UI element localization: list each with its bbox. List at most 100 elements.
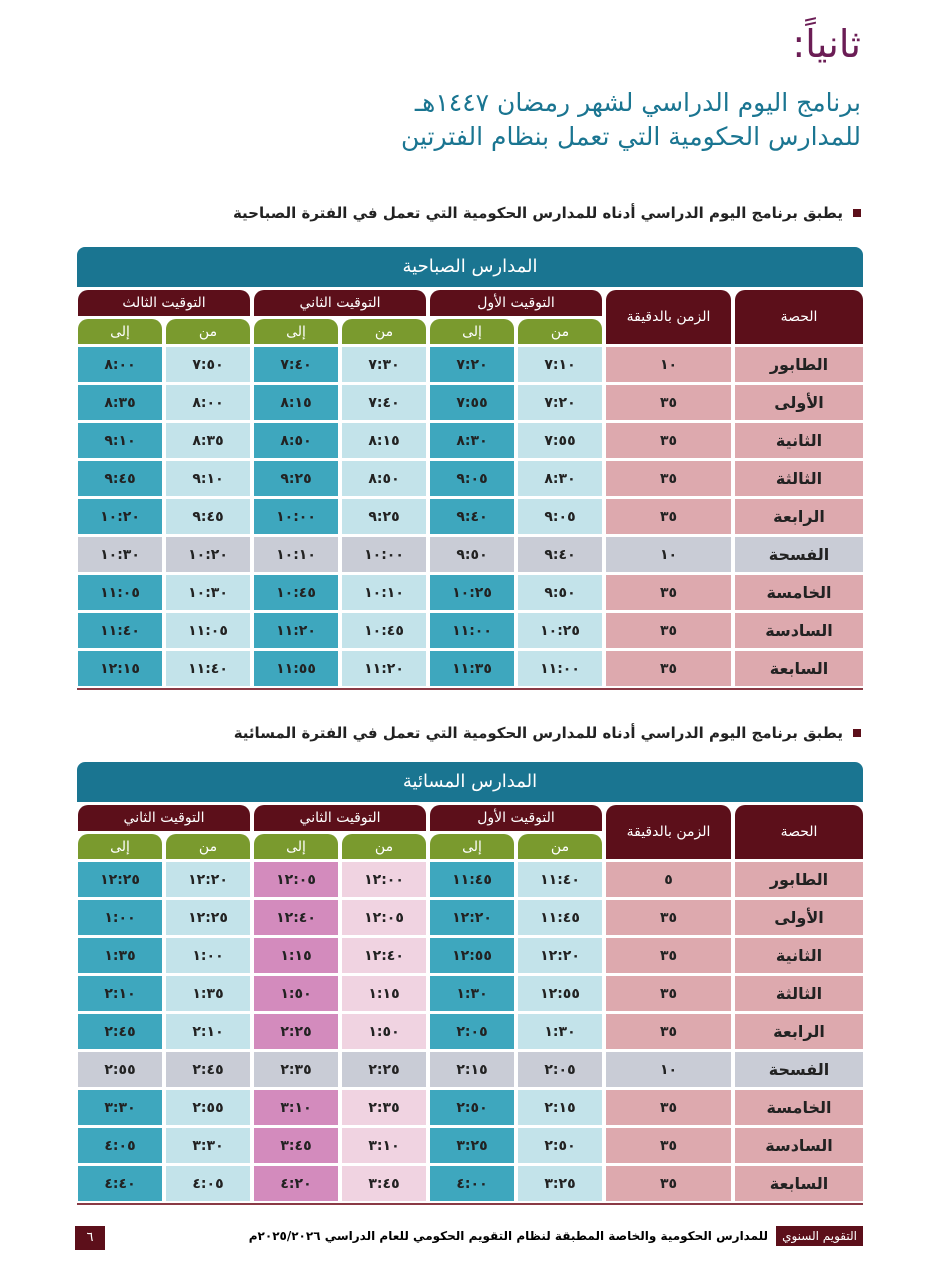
table-grid: الحصة الزمن بالدقيقة التوقيت الأول التوقيت … [77, 290, 863, 686]
period-minutes: ٣٥ [606, 938, 731, 973]
period-name: الثانية [735, 938, 863, 973]
time-to: ٩:٥٠ [430, 537, 514, 572]
time-from: ٧:١٠ [518, 347, 602, 382]
header-group: التوقيت الثالث [78, 290, 250, 316]
subheader-to: إلى [430, 319, 514, 344]
header-minutes: الزمن بالدقيقة [606, 805, 731, 859]
time-from: ٧:٢٠ [518, 385, 602, 420]
time-to: ١:٥٠ [254, 976, 338, 1011]
time-to: ٤:٢٠ [254, 1166, 338, 1201]
time-from: ١١:٤٥ [518, 900, 602, 935]
time-to: ١١:٢٠ [254, 613, 338, 648]
period-name: الأولى [735, 385, 863, 420]
period-minutes: ٣٥ [606, 976, 731, 1011]
time-to: ١:١٥ [254, 938, 338, 973]
time-from: ١:١٥ [342, 976, 426, 1011]
time-from: ٣:٣٠ [166, 1128, 250, 1163]
period-name: الطابور [735, 347, 863, 382]
morning-table: المدارس الصباحية الحصة الزمن بالدقيقة التوق… [77, 247, 863, 690]
period-minutes: ٣٥ [606, 423, 731, 458]
time-to: ٩:٢٥ [254, 461, 338, 496]
period-minutes: ٣٥ [606, 575, 731, 610]
period-name: السادسة [735, 1128, 863, 1163]
page-title: برنامج اليوم الدراسي لشهر رمضان ١٤٤٧هـ [414, 88, 861, 117]
time-to: ١١:٤٥ [430, 862, 514, 897]
subheader-to: إلى [254, 834, 338, 859]
time-to: ٣:٤٥ [254, 1128, 338, 1163]
time-to: ٤:٤٠ [78, 1166, 162, 1201]
period-minutes: ٣٥ [606, 461, 731, 496]
period-name: الثالثة [735, 461, 863, 496]
time-from: ٢:٠٥ [518, 1052, 602, 1087]
time-from: ١٢:٥٥ [518, 976, 602, 1011]
time-from: ٢:١٥ [518, 1090, 602, 1125]
period-minutes: ٣٥ [606, 1166, 731, 1201]
time-from: ١٢:٠٠ [342, 862, 426, 897]
time-to: ١:٣٠ [430, 976, 514, 1011]
time-to: ١٢:٥٥ [430, 938, 514, 973]
evening-table: المدارس المسائية الحصة الزمن بالدقيقة التوق… [77, 762, 863, 1205]
time-to: ١٢:٢٠ [430, 900, 514, 935]
time-from: ١١:٠٥ [166, 613, 250, 648]
period-name: الخامسة [735, 575, 863, 610]
table-bottom-line [77, 688, 863, 690]
time-from: ١٢:٢٥ [166, 900, 250, 935]
time-to: ١٠:١٠ [254, 537, 338, 572]
time-from: ١٠:٠٠ [342, 537, 426, 572]
subheader-from: من [518, 834, 602, 859]
footer: التقويم السنوي للمدارس الحكومية والخاصة … [249, 1226, 863, 1246]
period-name: الرابعة [735, 499, 863, 534]
period-name: الأولى [735, 900, 863, 935]
time-to: ٧:٥٥ [430, 385, 514, 420]
time-from: ١٢:٠٥ [342, 900, 426, 935]
period-minutes: ١٠ [606, 347, 731, 382]
period-minutes: ٣٥ [606, 613, 731, 648]
evening-note-text: يطبق برنامج اليوم الدراسي أدناه للمدارس … [233, 724, 843, 742]
time-to: ١١:٣٥ [430, 651, 514, 686]
time-from: ١٠:١٠ [342, 575, 426, 610]
table-banner: المدارس المسائية [77, 762, 863, 802]
period-minutes: ٣٥ [606, 385, 731, 420]
time-to: ٣:١٠ [254, 1090, 338, 1125]
time-to: ٩:١٠ [78, 423, 162, 458]
period-name: السابعة [735, 1166, 863, 1201]
time-from: ٢:٥٠ [518, 1128, 602, 1163]
time-from: ١:٠٠ [166, 938, 250, 973]
time-from: ٣:٤٥ [342, 1166, 426, 1201]
header-group: التوقيت الثاني [254, 290, 426, 316]
time-from: ٣:١٠ [342, 1128, 426, 1163]
time-from: ٢:٢٥ [342, 1052, 426, 1087]
time-to: ٢:٢٥ [254, 1014, 338, 1049]
subheader-to: إلى [78, 319, 162, 344]
footer-text: للمدارس الحكومية والخاصة المطبقة لنظام ا… [248, 1229, 769, 1243]
period-name: الثانية [735, 423, 863, 458]
time-from: ٩:٥٠ [518, 575, 602, 610]
time-to: ٢:٠٥ [430, 1014, 514, 1049]
period-minutes: ٣٥ [606, 1090, 731, 1125]
time-from: ٣:٢٥ [518, 1166, 602, 1201]
time-to: ٢:٤٥ [78, 1014, 162, 1049]
time-from: ٧:٥٥ [518, 423, 602, 458]
time-to: ٤:٠٥ [78, 1128, 162, 1163]
subheader-from: من [518, 319, 602, 344]
time-from: ٩:٠٥ [518, 499, 602, 534]
page-subtitle: للمدارس الحكومية التي تعمل بنظام الفترتي… [400, 122, 861, 151]
time-from: ١:٣٠ [518, 1014, 602, 1049]
bullet-icon [853, 729, 861, 737]
time-to: ٢:١٥ [430, 1052, 514, 1087]
subheader-to: إلى [254, 319, 338, 344]
subheader-from: من [166, 834, 250, 859]
time-to: ٣:٢٥ [430, 1128, 514, 1163]
time-to: ٢:١٠ [78, 976, 162, 1011]
footer-tag: التقويم السنوي [776, 1226, 863, 1246]
time-to: ٨:٥٠ [254, 423, 338, 458]
period-minutes: ٥ [606, 862, 731, 897]
time-from: ٩:٢٥ [342, 499, 426, 534]
time-to: ١٠:٣٠ [78, 537, 162, 572]
time-from: ٩:١٠ [166, 461, 250, 496]
period-name: السابعة [735, 651, 863, 686]
time-to: ٢:٥٠ [430, 1090, 514, 1125]
page-number: ٦ [75, 1226, 105, 1250]
header-group: التوقيت الأول [430, 805, 602, 831]
